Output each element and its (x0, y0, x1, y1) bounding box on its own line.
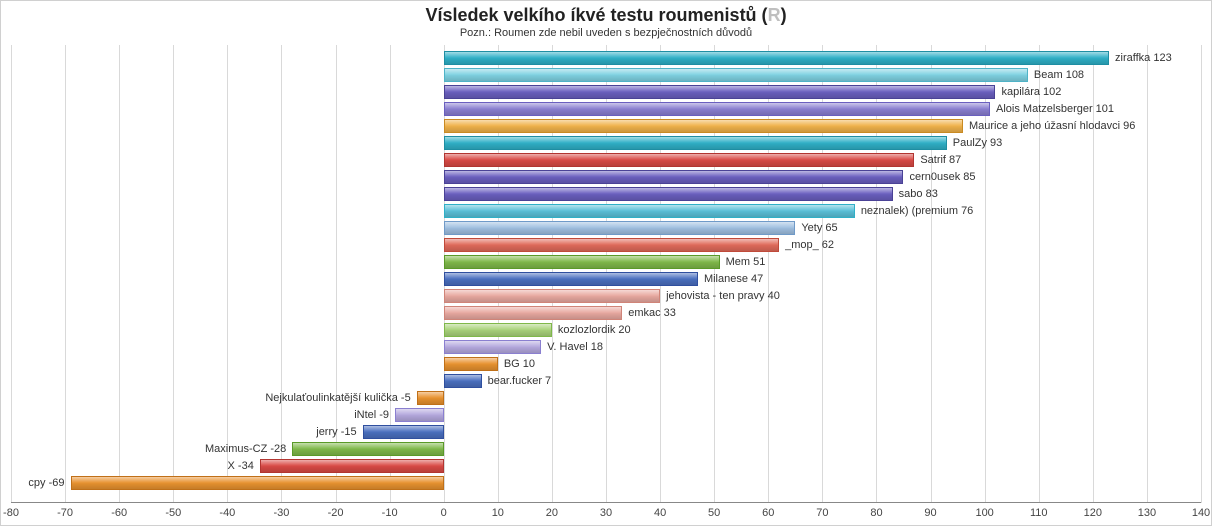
bar-label: sabo 83 (899, 187, 938, 201)
bar (444, 357, 498, 371)
x-tick-label: 120 (1084, 507, 1102, 519)
x-tick-label: 0 (441, 507, 447, 519)
bar (444, 255, 720, 269)
bar (444, 170, 904, 184)
bar (444, 119, 963, 133)
bar (71, 476, 444, 490)
bar-label: Beam 108 (1034, 68, 1084, 82)
bar-label: bear.fucker 7 (488, 374, 552, 388)
bar-label: Mem 51 (726, 255, 766, 269)
chart-title-close: ) (781, 5, 787, 25)
bar-label: Yety 65 (801, 221, 837, 235)
x-tick-label: 10 (492, 507, 504, 519)
bar-label: emkac 33 (628, 306, 676, 320)
bar (444, 306, 623, 320)
bar-label: cern0usek 85 (910, 170, 976, 184)
bar (444, 85, 996, 99)
x-tick-label: 20 (546, 507, 558, 519)
x-tick-label: 40 (654, 507, 666, 519)
bar-label: X -34 (228, 459, 254, 473)
grid-line (1201, 45, 1202, 503)
x-tick-label: -30 (274, 507, 290, 519)
bar (444, 51, 1109, 65)
bar-label: Satrif 87 (920, 153, 961, 167)
chart-title-r: R (768, 5, 781, 25)
bar (444, 340, 541, 354)
x-tick-label: -40 (219, 507, 235, 519)
bar (444, 102, 990, 116)
bar (444, 238, 779, 252)
bar-label: PaulZy 93 (953, 136, 1003, 150)
bar-label: Alois Matzelsberger 101 (996, 102, 1114, 116)
x-tick-label: -50 (165, 507, 181, 519)
bar (417, 391, 444, 405)
grid-line (1147, 45, 1148, 503)
bar-label: neznalek) (premium 76 (861, 204, 974, 218)
chart-title-main: Vísledek velkího íkvé testu roumenistů ( (425, 5, 767, 25)
x-axis-line (11, 502, 1201, 503)
bar-label: Maurice a jeho úžasní hlodavci 96 (969, 119, 1135, 133)
bar (260, 459, 444, 473)
x-tick-label: -60 (111, 507, 127, 519)
bar-label: Maximus-CZ -28 (205, 442, 286, 456)
x-tick-label: 70 (816, 507, 828, 519)
grid-line (65, 45, 66, 503)
x-tick-label: 130 (1138, 507, 1156, 519)
x-tick-label: -70 (57, 507, 73, 519)
bar-label: kapilára 102 (1001, 85, 1061, 99)
x-tick-label: 80 (870, 507, 882, 519)
x-tick-label: 30 (600, 507, 612, 519)
bar-label: Milanese 47 (704, 272, 763, 286)
x-tick-label: -10 (382, 507, 398, 519)
x-tick-label: 50 (708, 507, 720, 519)
plot-area: ziraffka 123 Beam 108 kapilára 102 Alois Ma… (11, 45, 1201, 503)
bar (444, 323, 552, 337)
x-tick-label: 60 (762, 507, 774, 519)
bar (363, 425, 444, 439)
grid-line (119, 45, 120, 503)
x-tick-label: 100 (975, 507, 993, 519)
bar-label: jehovista - ten pravy 40 (666, 289, 780, 303)
grid-line (173, 45, 174, 503)
chart-container: Vísledek velkího íkvé testu roumenistů (… (0, 0, 1212, 526)
bar-label: ziraffka 123 (1115, 51, 1172, 65)
bar-label: _mop_ 62 (785, 238, 834, 252)
bar (395, 408, 444, 422)
x-tick-label: 90 (924, 507, 936, 519)
chart-title-area: Vísledek velkího íkvé testu roumenistů (… (1, 1, 1211, 39)
bar (444, 204, 855, 218)
bar (444, 272, 698, 286)
bar (444, 187, 893, 201)
bar (444, 289, 660, 303)
bar-label: iNtel -9 (354, 408, 389, 422)
x-tick-label: -80 (3, 507, 19, 519)
bar (444, 153, 915, 167)
bar-label: V. Havel 18 (547, 340, 603, 354)
x-tick-label: -20 (328, 507, 344, 519)
chart-title: Vísledek velkího íkvé testu roumenistů (… (1, 5, 1211, 27)
bar (444, 136, 947, 150)
x-tick-label: 110 (1030, 507, 1048, 519)
bar-label: BG 10 (504, 357, 535, 371)
bar (444, 221, 796, 235)
grid-line (281, 45, 282, 503)
grid-line (227, 45, 228, 503)
bar-label: kozlozlordik 20 (558, 323, 631, 337)
bar (292, 442, 443, 456)
bar (444, 374, 482, 388)
x-tick-label: 140 (1192, 507, 1210, 519)
chart-subtitle: Pozn.: Roumen zde nebil uveden s bezpječ… (1, 27, 1211, 39)
bar (444, 68, 1028, 82)
bar-label: Nejkulaťoulinkatější kulička -5 (265, 391, 410, 405)
grid-line (11, 45, 12, 503)
bar-label: cpy -69 (28, 476, 64, 490)
bar-label: jerry -15 (316, 425, 356, 439)
